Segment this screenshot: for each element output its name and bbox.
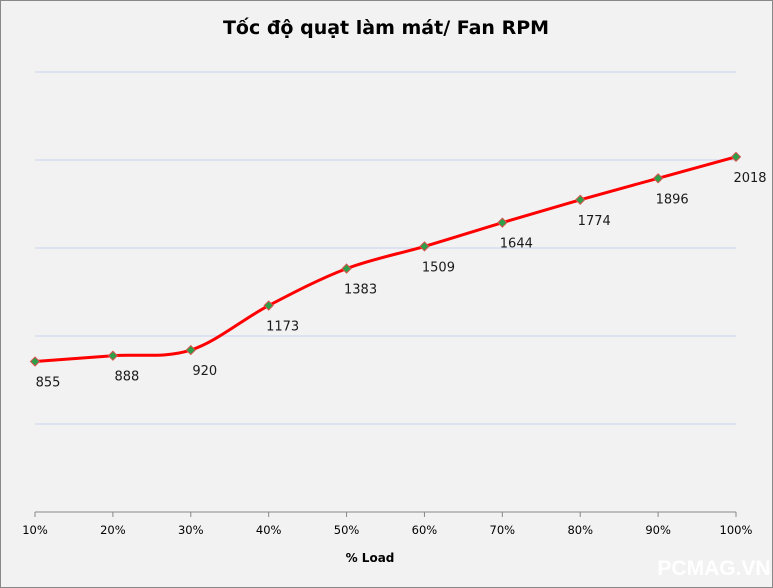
data-label: 920 xyxy=(192,364,217,379)
x-tick-label: 100% xyxy=(720,523,753,537)
data-point-marker xyxy=(497,217,508,228)
x-tick-label: 80% xyxy=(567,523,593,537)
data-label: 1644 xyxy=(500,237,533,252)
x-tick-label: 20% xyxy=(100,523,126,537)
data-point-marker xyxy=(185,344,196,356)
x-axis-label: % Load xyxy=(346,551,395,565)
data-label: 855 xyxy=(36,376,61,391)
data-label: 1774 xyxy=(578,214,611,229)
x-tick-label: 70% xyxy=(490,523,516,537)
data-point-marker xyxy=(419,241,430,252)
data-point-marker xyxy=(341,263,352,274)
data-point-marker xyxy=(730,151,742,163)
x-tick-label: 90% xyxy=(645,523,671,537)
data-point-marker xyxy=(652,173,664,184)
data-point-marker xyxy=(575,194,586,205)
data-point-marker xyxy=(263,300,274,311)
series-line xyxy=(34,155,737,364)
x-tick-label: 30% xyxy=(178,523,204,537)
data-label: 888 xyxy=(114,370,139,385)
watermark: PCMAG.VN xyxy=(657,557,770,580)
chart-title: Tốc độ quạt làm mát/ Fan RPM xyxy=(223,16,549,39)
data-label: 2018 xyxy=(733,171,766,186)
data-point-marker xyxy=(107,350,119,361)
data-point-marker xyxy=(29,356,41,367)
data-label: 1509 xyxy=(422,260,455,275)
x-tick-label: 10% xyxy=(22,523,48,537)
data-label: 1896 xyxy=(656,192,689,207)
x-tick-label: 50% xyxy=(334,523,360,537)
data-label: 1173 xyxy=(266,320,299,335)
x-tick-label: 40% xyxy=(256,523,282,537)
x-tick-label: 60% xyxy=(412,523,438,537)
data-label: 1383 xyxy=(344,283,377,298)
